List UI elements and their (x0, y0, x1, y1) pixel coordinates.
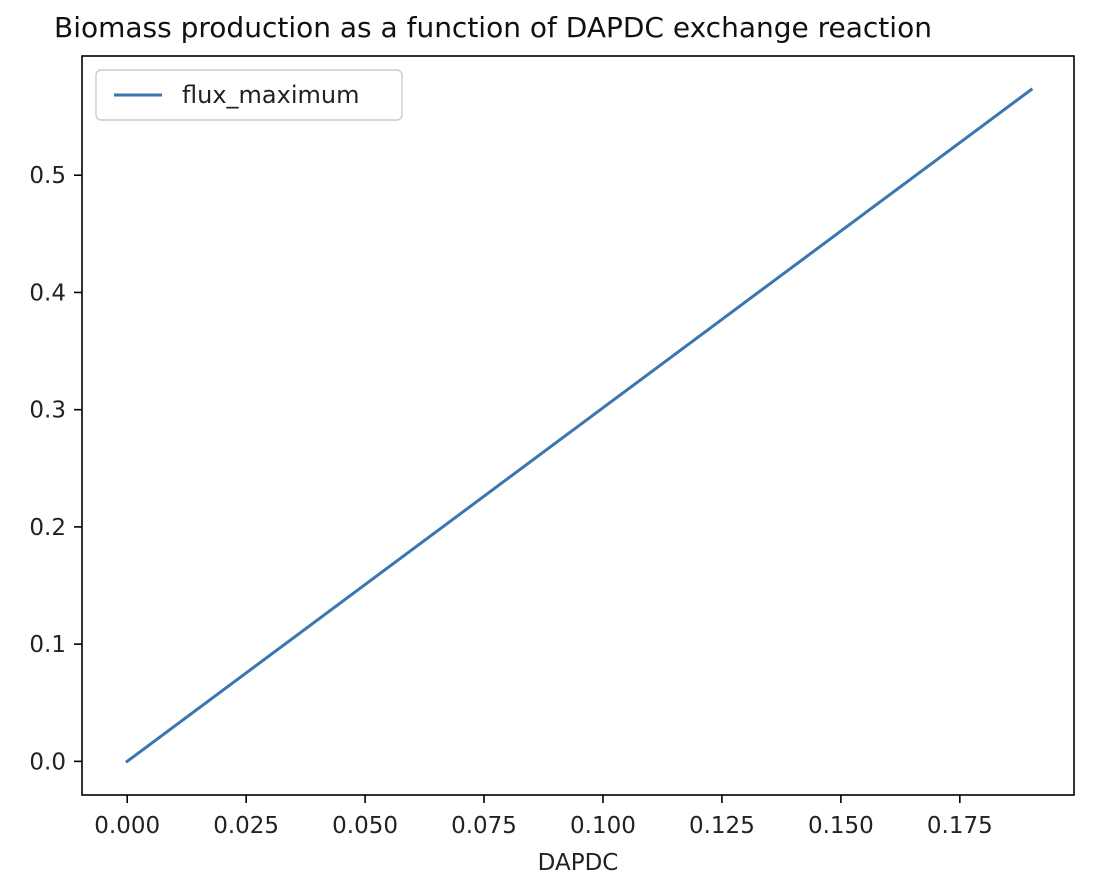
x-tick-label: 0.175 (927, 813, 993, 839)
y-tick-label: 0.5 (29, 163, 66, 189)
y-axis-ticks: 0.0 0.1 0.2 0.3 0.4 0.5 (29, 163, 82, 775)
series-line-flux-maximum (125, 87, 1034, 764)
x-tick-label: 0.025 (213, 813, 279, 839)
chart-title: Biomass production as a function of DAPD… (54, 11, 932, 44)
x-tick-label: 0.000 (94, 813, 160, 839)
series-layer (125, 87, 1034, 764)
x-axis-ticks: 0.000 0.025 0.050 0.075 0.100 0.125 0.150 0.175 (94, 795, 993, 839)
y-tick-label: 0.0 (29, 749, 66, 775)
x-tick-label: 0.075 (451, 813, 517, 839)
y-tick-label: 0.4 (29, 280, 66, 306)
x-tick-label: 0.150 (808, 813, 874, 839)
x-tick-label: 0.100 (570, 813, 636, 839)
y-tick-label: 0.2 (29, 515, 66, 541)
legend-box (95, 69, 403, 121)
x-axis-label: DAPDC (538, 850, 619, 876)
legend-label: flux_maximum (182, 81, 359, 109)
plot-frame (81, 55, 1075, 796)
x-tick-label: 0.050 (332, 813, 398, 839)
x-tick-label: 0.125 (689, 813, 755, 839)
legend: flux_maximum (95, 69, 403, 121)
y-tick-label: 0.3 (29, 398, 66, 424)
y-tick-label: 0.1 (29, 632, 66, 658)
